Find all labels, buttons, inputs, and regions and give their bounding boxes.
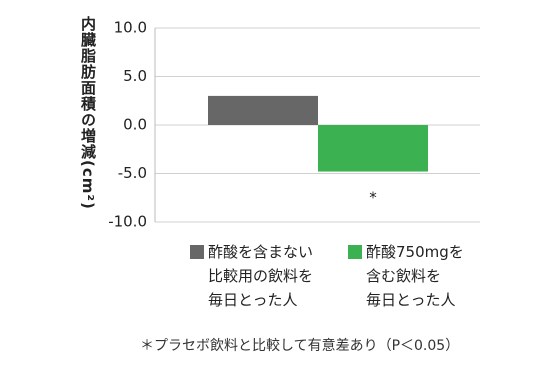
legend-swatch	[348, 245, 362, 259]
y-tick-label: -5.0	[118, 164, 147, 182]
y-tick-label: -10.0	[108, 213, 147, 231]
bar	[208, 95, 318, 125]
legend-swatch	[190, 245, 204, 259]
y-tick-label: 10.0	[114, 19, 147, 37]
legend-label: 酢酸を含まない 比較用の飲料を 毎日とった人	[208, 243, 314, 309]
y-tick-label: 0.0	[123, 116, 147, 134]
annotation: *	[369, 189, 377, 207]
y-axis-label: 内臓脂肪面積の増減(cm²)	[79, 16, 97, 210]
legend-label: 酢酸750mgを 含む飲料を 毎日とった人	[366, 243, 464, 309]
bar	[318, 125, 428, 172]
footnote: ＊プラセボ飲料と比較して有意差あり（P＜0.05）	[140, 338, 460, 354]
y-tick-label: 5.0	[123, 67, 147, 85]
